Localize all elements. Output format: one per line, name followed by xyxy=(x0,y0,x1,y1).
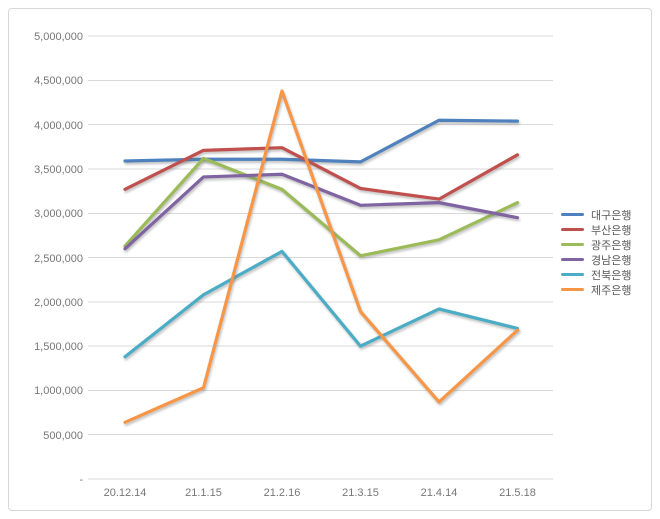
y-tick-label: 1,500,000 xyxy=(34,341,83,353)
y-tick-label: 3,000,000 xyxy=(34,208,83,220)
legend-swatch-icon xyxy=(561,242,584,247)
legend-label: 전북은행 xyxy=(591,269,632,282)
legend-item: 제주은행 xyxy=(561,282,631,297)
series-line-0 xyxy=(123,118,520,164)
legend-label: 경남은행 xyxy=(591,254,632,267)
legend-swatch-icon xyxy=(561,257,584,262)
legend-swatch-icon xyxy=(561,272,584,277)
y-tick-label: - xyxy=(79,474,83,486)
x-tick-label: 21.4.14 xyxy=(421,487,458,499)
legend-label: 대구은행 xyxy=(591,209,632,222)
x-tick-label: 21.1.15 xyxy=(185,487,222,499)
legend-item: 광주은행 xyxy=(561,237,631,252)
x-tick-label: 21.5.18 xyxy=(499,487,536,499)
series-line-2 xyxy=(123,156,520,258)
legend: 대구은행 부산은행 광주은행 경남은행 전북은행 제주은행 xyxy=(561,207,631,297)
legend-swatch-icon xyxy=(561,227,584,232)
x-tick-label: 21.3.15 xyxy=(342,487,379,499)
legend-label: 제주은행 xyxy=(591,284,632,297)
series-line-5 xyxy=(123,89,520,424)
chart-frame xyxy=(8,8,652,511)
y-tick-label: 500,000 xyxy=(43,430,83,442)
series-line-4 xyxy=(123,249,520,359)
y-tick-label: 4,500,000 xyxy=(34,75,83,87)
series-line-1 xyxy=(123,146,520,201)
legend-item: 대구은행 xyxy=(561,207,631,222)
legend-item: 부산은행 xyxy=(561,222,631,237)
x-axis-labels: 20.12.14 21.1.15 21.2.16 21.3.15 21.4.14… xyxy=(104,487,536,499)
series-line-3 xyxy=(123,172,520,251)
x-tick-label: 21.2.16 xyxy=(264,487,301,499)
legend-label: 광주은행 xyxy=(591,239,632,252)
y-tick-label: 2,500,000 xyxy=(34,253,83,265)
legend-swatch-icon xyxy=(561,212,584,217)
legend-item: 전북은행 xyxy=(561,267,631,282)
y-tick-label: 2,000,000 xyxy=(34,297,83,309)
y-tick-label: 4,000,000 xyxy=(34,120,83,132)
x-tick-label: 20.12.14 xyxy=(104,487,147,499)
legend-swatch-icon xyxy=(561,287,584,292)
y-tick-label: 3,500,000 xyxy=(34,164,83,176)
y-tick-label: 1,000,000 xyxy=(34,385,83,397)
legend-label: 부산은행 xyxy=(591,224,632,237)
y-tick-label: 5,000,000 xyxy=(34,31,83,43)
legend-item: 경남은행 xyxy=(561,252,631,267)
series-lines xyxy=(123,89,520,424)
y-axis-labels: - 500,000 1,000,000 1,500,000 2,000,000 … xyxy=(34,31,83,486)
gridlines xyxy=(88,35,553,480)
